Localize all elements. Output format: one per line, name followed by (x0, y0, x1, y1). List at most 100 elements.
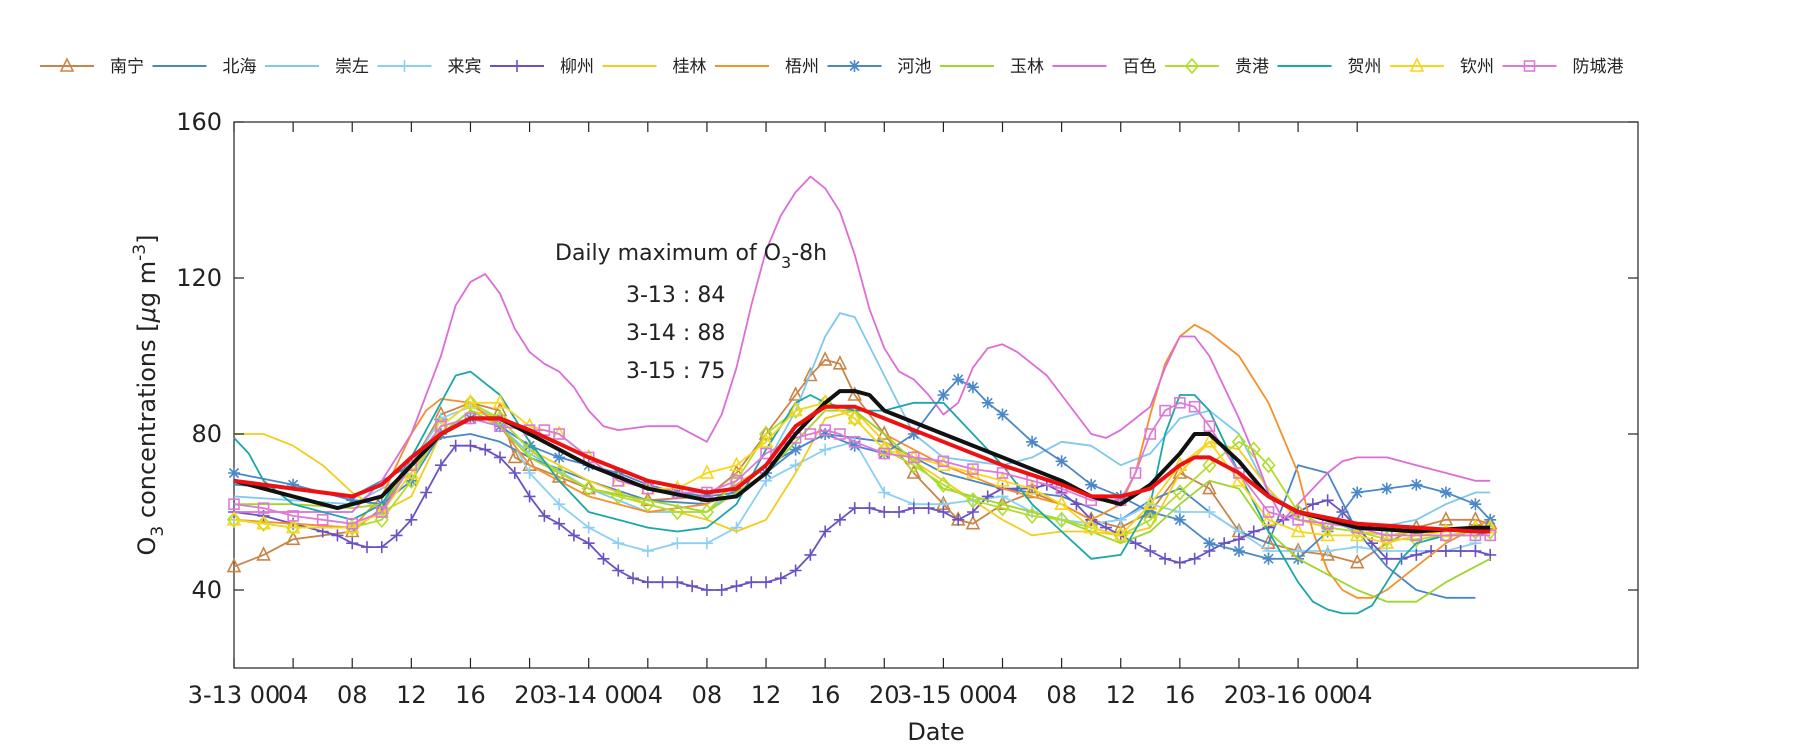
data-point (435, 420, 447, 433)
data-point (285, 518, 301, 534)
data-point (287, 478, 300, 491)
series-mean-8h (233, 404, 1491, 534)
data-point (420, 486, 433, 499)
legend-item: 梧州 (715, 57, 819, 77)
data-point (700, 490, 713, 503)
data-point (228, 498, 240, 511)
legend-label: 柳州 (560, 57, 594, 77)
data-point (1320, 546, 1335, 561)
data-point (611, 488, 626, 505)
data-point (1188, 400, 1201, 413)
x-tick-label: 12 (1105, 681, 1136, 709)
data-point (819, 424, 831, 436)
data-point (877, 441, 892, 458)
data-point (405, 459, 418, 472)
data-point (375, 506, 388, 518)
data-point (523, 490, 536, 503)
legend-marker (1409, 57, 1425, 72)
data-point (699, 464, 715, 479)
data-point (819, 428, 832, 440)
legend-marker (1523, 60, 1536, 72)
legend-item: 河池 (827, 57, 932, 77)
data-point (479, 443, 492, 456)
data-point (907, 502, 920, 515)
data-point (729, 456, 744, 472)
data-point (567, 529, 580, 542)
data-point (819, 443, 832, 456)
data-point (1143, 495, 1158, 511)
y-tick-label: 40 (191, 576, 222, 604)
data-point (1380, 482, 1393, 495)
data-point (494, 420, 506, 433)
data-point (730, 580, 743, 593)
x-tick-label: 04 (278, 681, 309, 709)
legend-item: 钦州 (1390, 57, 1494, 77)
data-point (553, 498, 566, 511)
data-point (937, 455, 950, 468)
data-point (1379, 531, 1394, 548)
data-point (817, 351, 833, 366)
data-point (582, 521, 595, 534)
data-point (863, 502, 876, 515)
data-point (848, 439, 861, 452)
data-point (760, 447, 772, 460)
y-tick-label: 160 (176, 108, 222, 136)
x-tick-label: 20 (514, 681, 545, 709)
data-point (1174, 396, 1186, 409)
data-point (729, 464, 744, 479)
data-point (508, 467, 521, 479)
data-point (641, 545, 654, 557)
data-point (730, 474, 743, 487)
data-point (1159, 552, 1172, 565)
data-point (463, 394, 478, 412)
data-point (1321, 545, 1334, 557)
legend-item: 柳州 (490, 57, 594, 77)
data-point (936, 456, 951, 472)
data-point (494, 451, 507, 464)
data-point (1247, 525, 1260, 538)
data-point (1262, 506, 1275, 518)
data-point (1203, 420, 1216, 433)
data-point (1410, 478, 1423, 491)
data-point (640, 495, 655, 513)
data-point (774, 572, 787, 585)
series-layer (226, 175, 1498, 615)
data-point (1321, 525, 1334, 538)
data-point (256, 546, 271, 561)
data-point (553, 428, 565, 440)
legend-item: 贵港 (1165, 57, 1269, 77)
x-tick-label: 3-15 00 (897, 681, 990, 709)
data-point (819, 525, 832, 538)
data-point (581, 480, 596, 497)
data-point (1054, 495, 1069, 511)
data-point (1188, 552, 1201, 565)
data-point (597, 552, 610, 565)
data-point (346, 494, 359, 507)
data-point (1129, 537, 1142, 550)
data-point (1349, 553, 1365, 569)
series-贺州 (233, 370, 1491, 615)
data-point (538, 509, 551, 522)
legend: 南宁 北海 崇左 来宾 柳州 桂林 梧州 河池 玉林 百色 贵港 贺州 钦州 防城港 (40, 57, 1624, 77)
data-point (285, 530, 301, 546)
annotation-line: 3-13 : 84 (626, 283, 725, 308)
annotation-line: 3-15 : 75 (626, 359, 725, 384)
legend-label: 来宾 (448, 57, 482, 77)
data-point (1469, 498, 1482, 511)
x-tick-label: 16 (455, 681, 486, 709)
x-tick-label: 04 (1342, 681, 1373, 709)
legend-item: 来宾 (377, 57, 482, 77)
data-point (878, 506, 891, 518)
data-point (1484, 529, 1497, 542)
legend-item: 防城港 (1502, 57, 1624, 77)
legend-label: 贺州 (1348, 57, 1382, 77)
data-point (1055, 455, 1068, 468)
data-point (1083, 518, 1099, 534)
series-line (233, 370, 1491, 615)
data-point (937, 506, 950, 518)
data-point (344, 518, 360, 534)
x-tick-label: 12 (396, 681, 427, 709)
x-tick-label: 3-14 00 (542, 681, 635, 709)
